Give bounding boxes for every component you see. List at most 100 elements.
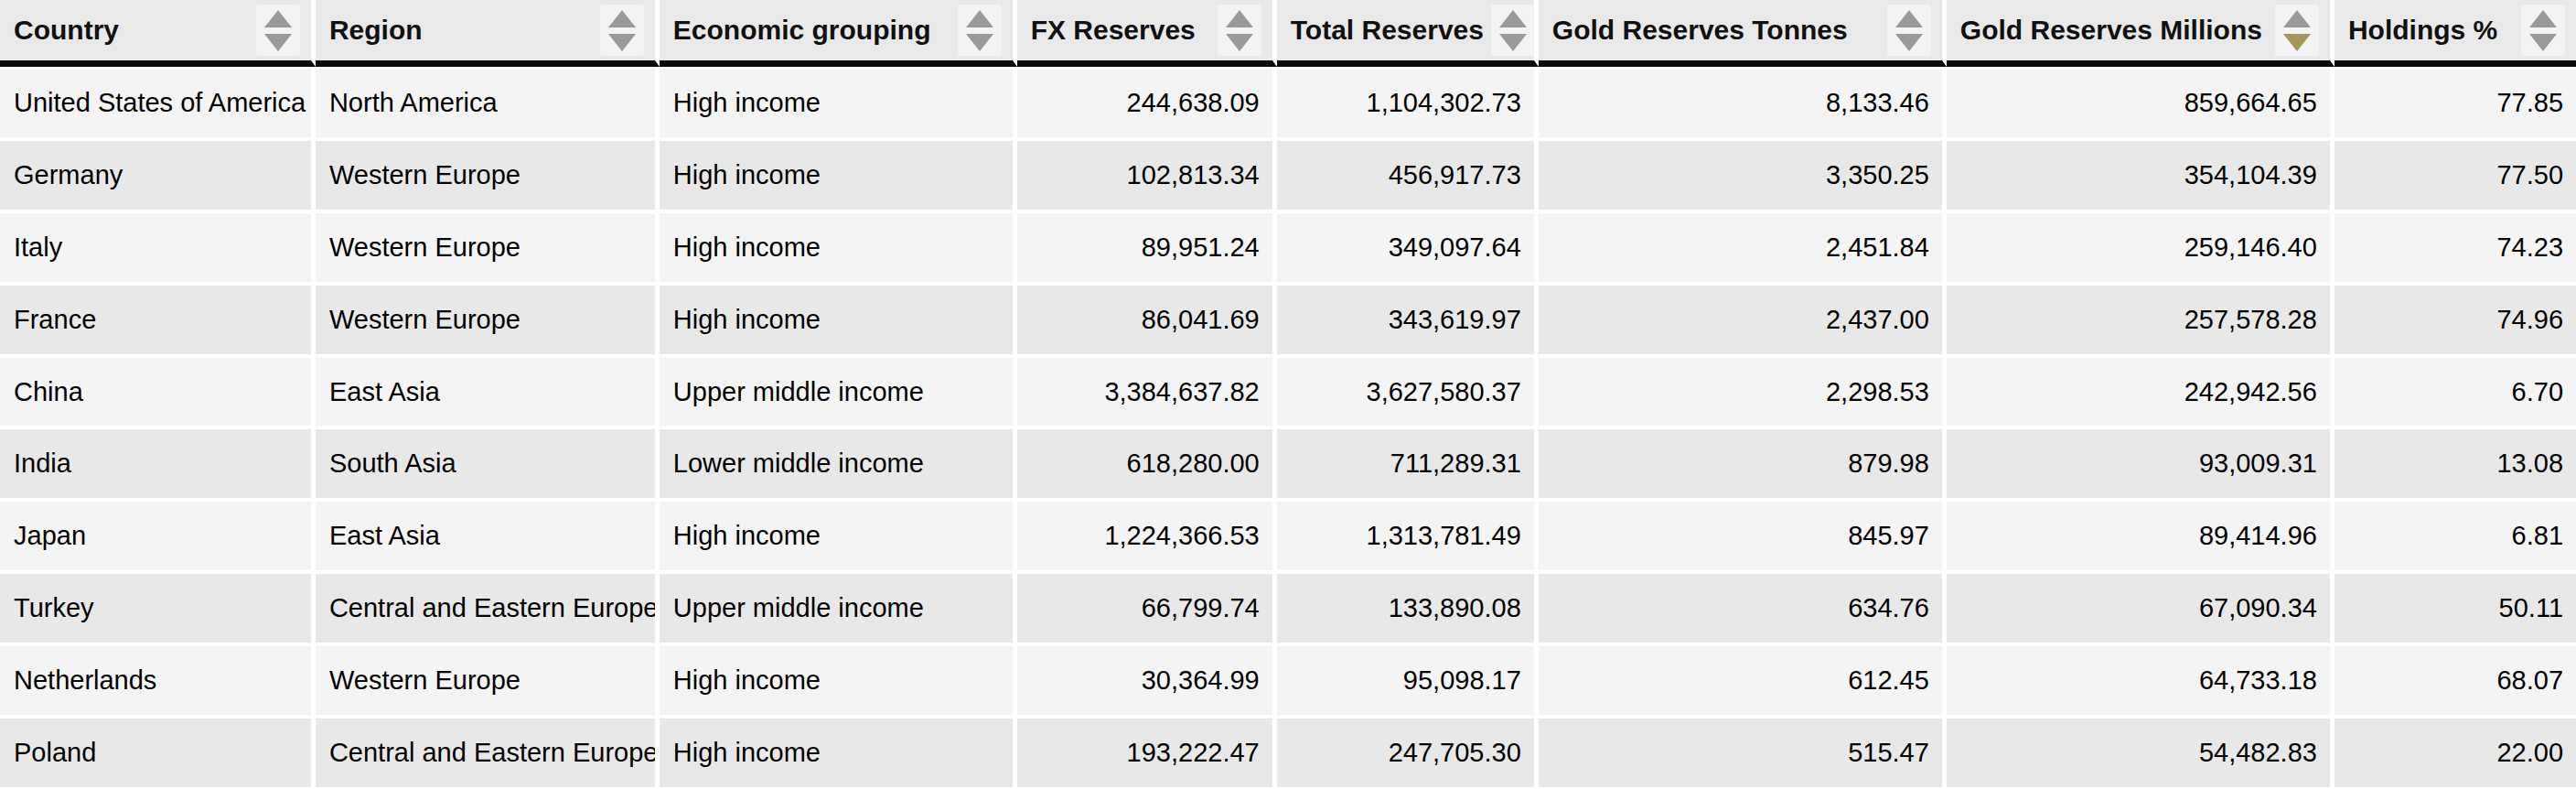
table-body: United States of AmericaNorth AmericaHig… <box>0 67 2576 789</box>
table-cell: 859,664.65 <box>1947 69 2334 137</box>
column-header-total-reserves[interactable]: Total Reserves <box>1277 0 1539 67</box>
sort-ascending-icon <box>2529 10 2557 27</box>
column-header-holdings[interactable]: Holdings % <box>2334 0 2576 67</box>
sort-descending-icon <box>1226 34 1253 51</box>
table-cell: 95,098.17 <box>1277 646 1539 715</box>
table-cell: North America <box>316 69 660 137</box>
table-cell: Central and Eastern Europe <box>316 574 660 643</box>
table-cell: 244,638.09 <box>1017 69 1277 137</box>
table-cell: 456,917.73 <box>1277 141 1539 210</box>
table-row: FranceWestern EuropeHigh income86,041.69… <box>0 284 2576 356</box>
sort-arrows-icon[interactable] <box>2275 5 2319 56</box>
table-cell: 343,619.97 <box>1277 286 1539 354</box>
sort-ascending-icon <box>264 10 292 27</box>
table-cell: High income <box>660 646 1017 715</box>
table-cell: 618,280.00 <box>1017 429 1277 498</box>
column-header-fx-reserves[interactable]: FX Reserves <box>1017 0 1277 67</box>
sort-arrows-icon[interactable] <box>600 5 644 56</box>
sort-ascending-icon <box>1499 10 1527 27</box>
table-cell: Netherlands <box>0 646 316 715</box>
sort-descending-icon <box>2529 34 2557 51</box>
sort-arrows-icon[interactable] <box>1491 5 1535 56</box>
table-row: PolandCentral and Eastern EuropeHigh inc… <box>0 717 2576 789</box>
sort-arrows-icon[interactable] <box>2521 5 2565 56</box>
column-header-gold-reserves-tonnes[interactable]: Gold Reserves Tonnes <box>1539 0 1947 67</box>
column-header-region[interactable]: Region <box>316 0 660 67</box>
table-cell: 247,705.30 <box>1277 719 1539 787</box>
sort-arrows-icon[interactable] <box>256 5 300 56</box>
table-cell: 6.70 <box>2334 358 2576 427</box>
sort-descending-icon <box>608 34 636 51</box>
sort-ascending-icon <box>1895 10 1923 27</box>
table-cell: 6.81 <box>2334 502 2576 570</box>
column-header-label: Holdings % <box>2348 15 2497 46</box>
table-cell: Lower middle income <box>660 429 1017 498</box>
table-cell: 2,451.84 <box>1539 213 1947 282</box>
sort-ascending-icon <box>1226 10 1253 27</box>
column-header-economic-grouping[interactable]: Economic grouping <box>660 0 1017 67</box>
table-cell: 2,298.53 <box>1539 358 1947 427</box>
table-cell: 86,041.69 <box>1017 286 1277 354</box>
table-cell: 54,482.83 <box>1947 719 2334 787</box>
table-cell: Upper middle income <box>660 358 1017 427</box>
table-cell: 3,384,637.82 <box>1017 358 1277 427</box>
table-cell: 22.00 <box>2334 719 2576 787</box>
table-cell: 2,437.00 <box>1539 286 1947 354</box>
table-cell: 68.07 <box>2334 646 2576 715</box>
table-row: TurkeyCentral and Eastern EuropeUpper mi… <box>0 572 2576 644</box>
column-header-label: Gold Reserves Tonnes <box>1552 15 1848 46</box>
table-cell: Western Europe <box>316 286 660 354</box>
table-cell: United States of America <box>0 69 316 137</box>
table-cell: 133,890.08 <box>1277 574 1539 643</box>
column-header-label: Country <box>14 15 119 46</box>
table-cell: 879.98 <box>1539 429 1947 498</box>
table-cell: 8,133.46 <box>1539 69 1947 137</box>
column-header-label: Gold Reserves Millions <box>1960 15 2262 46</box>
table-cell: High income <box>660 141 1017 210</box>
table-cell: 257,578.28 <box>1947 286 2334 354</box>
sort-arrows-icon[interactable] <box>1887 5 1931 56</box>
table-cell: Turkey <box>0 574 316 643</box>
table-cell: Poland <box>0 719 316 787</box>
table-cell: 845.97 <box>1539 502 1947 570</box>
table-cell: 77.50 <box>2334 141 2576 210</box>
table-cell: Germany <box>0 141 316 210</box>
sort-arrows-icon[interactable] <box>1218 5 1261 56</box>
table-cell: 1,313,781.49 <box>1277 502 1539 570</box>
column-header-label: Region <box>329 15 423 46</box>
table-row: IndiaSouth AsiaLower middle income618,28… <box>0 427 2576 500</box>
sort-descending-icon <box>966 34 993 51</box>
table-cell: 30,364.99 <box>1017 646 1277 715</box>
table-header-row: Country Region Economic groupingFX Reserve… <box>0 0 2576 67</box>
sort-descending-icon <box>1499 34 1527 51</box>
table-row: NetherlandsWestern EuropeHigh income30,3… <box>0 644 2576 717</box>
column-header-gold-reserves-millions[interactable]: Gold Reserves Millions <box>1947 0 2334 67</box>
table-cell: Western Europe <box>316 213 660 282</box>
table-cell: 13.08 <box>2334 429 2576 498</box>
column-header-country[interactable]: Country <box>0 0 316 67</box>
table-cell: High income <box>660 69 1017 137</box>
table-cell: France <box>0 286 316 354</box>
table-cell: 193,222.47 <box>1017 719 1277 787</box>
table-cell: South Asia <box>316 429 660 498</box>
table-cell: India <box>0 429 316 498</box>
column-header-label: Total Reserves <box>1291 15 1484 46</box>
table-cell: East Asia <box>316 502 660 570</box>
table-cell: 259,146.40 <box>1947 213 2334 282</box>
table-cell: 711,289.31 <box>1277 429 1539 498</box>
table-cell: Western Europe <box>316 141 660 210</box>
table-cell: East Asia <box>316 358 660 427</box>
table-cell: 3,350.25 <box>1539 141 1947 210</box>
table-cell: High income <box>660 213 1017 282</box>
table-row: GermanyWestern EuropeHigh income102,813.… <box>0 139 2576 211</box>
table-cell: 93,009.31 <box>1947 429 2334 498</box>
sort-ascending-icon <box>608 10 636 27</box>
sort-ascending-icon <box>2283 10 2311 27</box>
sort-arrows-icon[interactable] <box>958 5 1002 56</box>
table-row: ItalyWestern EuropeHigh income89,951.243… <box>0 211 2576 284</box>
table-cell: 349,097.64 <box>1277 213 1539 282</box>
table-row: ChinaEast AsiaUpper middle income3,384,6… <box>0 356 2576 428</box>
table-cell: 102,813.34 <box>1017 141 1277 210</box>
reserves-table: Country Region Economic groupingFX Reserve… <box>0 0 2576 789</box>
table-cell: 634.76 <box>1539 574 1947 643</box>
